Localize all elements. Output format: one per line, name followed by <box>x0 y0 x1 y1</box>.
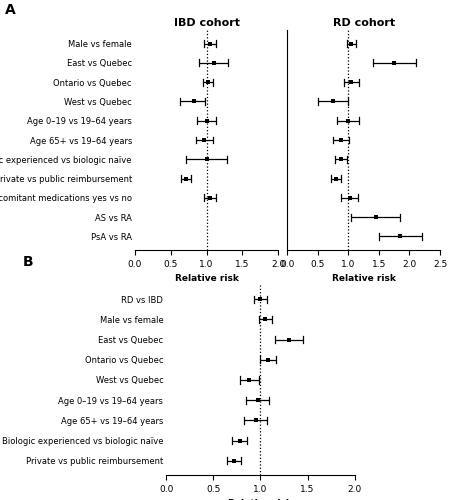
X-axis label: Relative risk: Relative risk <box>175 274 238 283</box>
Text: A: A <box>4 2 15 16</box>
Text: B: B <box>22 255 33 269</box>
Title: IBD cohort: IBD cohort <box>174 18 239 28</box>
Title: RD cohort: RD cohort <box>333 18 395 28</box>
X-axis label: Relative risk: Relative risk <box>332 274 396 283</box>
